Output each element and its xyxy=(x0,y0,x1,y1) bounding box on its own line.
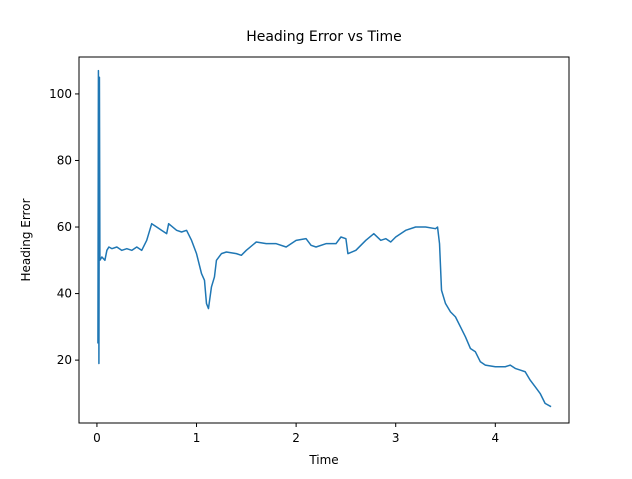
y-tick-label: 40 xyxy=(57,287,72,301)
y-axis-label: Heading Error xyxy=(19,198,33,281)
x-axis-label: Time xyxy=(308,453,338,467)
y-tick-label: 60 xyxy=(57,220,72,234)
x-tick-label: 2 xyxy=(292,431,300,445)
x-tick-label: 0 xyxy=(93,431,101,445)
x-tick-label: 3 xyxy=(392,431,400,445)
x-tick-label: 4 xyxy=(491,431,499,445)
y-tick-label: 80 xyxy=(57,153,72,167)
data-line xyxy=(97,69,552,408)
y-tick-label: 20 xyxy=(57,353,72,367)
chart-title: Heading Error vs Time xyxy=(246,29,402,45)
plot-frame xyxy=(78,56,570,424)
x-tick-label: 1 xyxy=(193,431,201,445)
y-tick-label: 100 xyxy=(49,87,72,101)
